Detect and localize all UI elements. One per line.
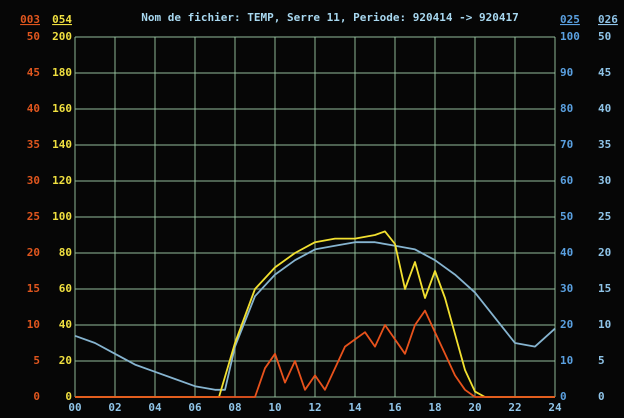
page: {"chart_data": { "type": "line", "title"… bbox=[0, 0, 624, 418]
y-tick-label: 15 bbox=[598, 282, 611, 295]
y-tick-label: 15 bbox=[27, 282, 40, 295]
y-tick-label: 35 bbox=[27, 138, 40, 151]
x-tick-label: 18 bbox=[428, 401, 441, 414]
y-tick-label: 90 bbox=[560, 66, 573, 79]
x-tick-label: 12 bbox=[308, 401, 321, 414]
y-tick-label: 160 bbox=[52, 102, 72, 115]
x-tick-label: 14 bbox=[348, 401, 362, 414]
y-tick-label: 50 bbox=[560, 210, 573, 223]
y-tick-label: 10 bbox=[598, 318, 611, 331]
x-tick-label: 08 bbox=[228, 401, 241, 414]
screen bbox=[0, 0, 624, 418]
chart: Nom de fichier: TEMP, Serre 11, Periode:… bbox=[0, 0, 624, 418]
y-tick-label: 70 bbox=[560, 138, 573, 151]
y-tick-label: 5 bbox=[33, 354, 40, 367]
y-tick-label: 60 bbox=[59, 282, 72, 295]
y-tick-label: 100 bbox=[560, 30, 580, 43]
y-tick-label: 0 bbox=[65, 390, 72, 403]
axis-header: 054 bbox=[52, 13, 72, 26]
y-tick-label: 20 bbox=[27, 246, 40, 259]
y-tick-label: 60 bbox=[560, 174, 573, 187]
y-tick-label: 50 bbox=[598, 30, 611, 43]
y-tick-label: 25 bbox=[27, 210, 40, 223]
y-tick-label: 40 bbox=[598, 102, 611, 115]
y-tick-label: 40 bbox=[59, 318, 72, 331]
chart-title: Nom de fichier: TEMP, Serre 11, Periode:… bbox=[141, 11, 519, 24]
y-tick-label: 0 bbox=[598, 390, 605, 403]
x-tick-label: 06 bbox=[188, 401, 202, 414]
y-tick-label: 10 bbox=[27, 318, 40, 331]
y-tick-label: 20 bbox=[59, 354, 72, 367]
y-tick-label: 120 bbox=[52, 174, 72, 187]
y-tick-label: 80 bbox=[560, 102, 573, 115]
axis-header: 025 bbox=[560, 13, 580, 26]
x-tick-label: 20 bbox=[468, 401, 481, 414]
y-tick-label: 40 bbox=[560, 246, 573, 259]
x-tick-label: 04 bbox=[148, 401, 162, 414]
y-tick-label: 30 bbox=[27, 174, 40, 187]
y-tick-label: 10 bbox=[560, 354, 573, 367]
y-tick-label: 100 bbox=[52, 210, 72, 223]
y-tick-label: 30 bbox=[598, 174, 611, 187]
axis-header: 003 bbox=[20, 13, 40, 26]
y-tick-label: 45 bbox=[27, 66, 40, 79]
y-tick-label: 80 bbox=[59, 246, 72, 259]
y-tick-label: 35 bbox=[598, 138, 611, 151]
x-tick-label: 16 bbox=[388, 401, 402, 414]
y-tick-label: 40 bbox=[27, 102, 40, 115]
y-tick-label: 200 bbox=[52, 30, 72, 43]
y-tick-label: 180 bbox=[52, 66, 72, 79]
y-tick-label: 50 bbox=[27, 30, 40, 43]
y-tick-label: 5 bbox=[598, 354, 605, 367]
y-tick-label: 0 bbox=[33, 390, 40, 403]
y-tick-label: 0 bbox=[560, 390, 567, 403]
y-tick-label: 30 bbox=[560, 282, 573, 295]
x-tick-label: 22 bbox=[508, 401, 521, 414]
axis-header: 026 bbox=[598, 13, 618, 26]
y-tick-label: 20 bbox=[560, 318, 573, 331]
y-tick-label: 20 bbox=[598, 246, 611, 259]
y-tick-label: 25 bbox=[598, 210, 611, 223]
x-tick-label: 10 bbox=[268, 401, 281, 414]
x-tick-label: 02 bbox=[108, 401, 121, 414]
y-tick-label: 45 bbox=[598, 66, 611, 79]
y-tick-label: 140 bbox=[52, 138, 72, 151]
